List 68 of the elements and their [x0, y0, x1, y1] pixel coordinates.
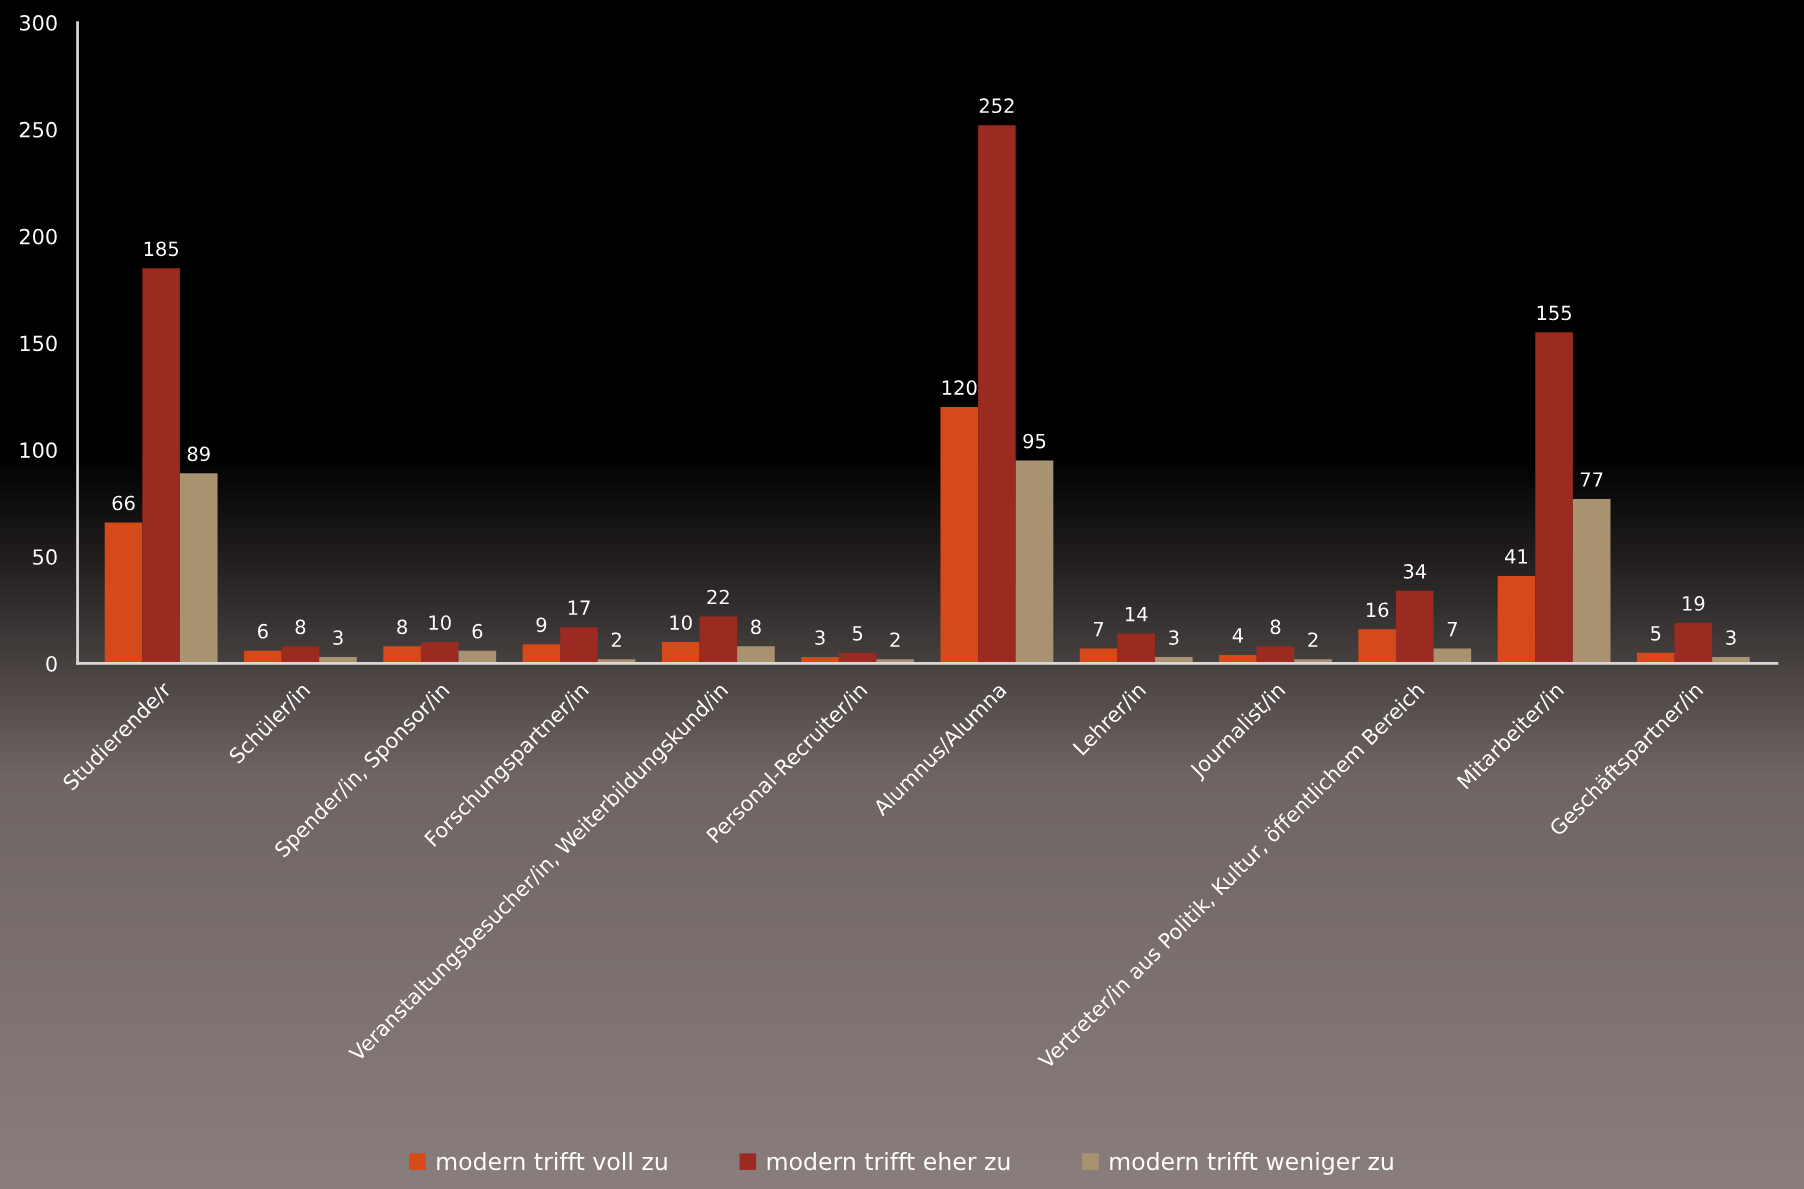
- bar: [281, 646, 320, 664]
- y-tick-label: 0: [46, 655, 57, 672]
- data-label: 9: [536, 617, 547, 633]
- data-label: 89: [187, 446, 210, 462]
- data-label: 4: [1232, 628, 1243, 643]
- bar: [420, 642, 459, 664]
- data-label: 8: [1270, 619, 1281, 635]
- data-label: 8: [397, 619, 407, 635]
- bar: [699, 616, 738, 664]
- y-tick-label: 100: [20, 442, 57, 459]
- data-label: 252: [979, 98, 1014, 114]
- data-label: 5: [1651, 626, 1661, 641]
- data-label: 22: [707, 589, 729, 605]
- data-label: 3: [333, 630, 343, 645]
- data-label: 2: [611, 632, 621, 647]
- data-label: 14: [1125, 607, 1148, 622]
- bar: [1358, 629, 1396, 664]
- bar: [661, 642, 700, 664]
- data-label: 6: [258, 623, 268, 639]
- data-label: 19: [1683, 596, 1705, 611]
- data-label: 8: [751, 619, 761, 635]
- bar: [1674, 622, 1713, 664]
- y-tick-label: 250: [19, 121, 57, 138]
- data-label: 5: [852, 626, 863, 641]
- data-label: 8: [295, 619, 306, 635]
- y-tick-label: 150: [20, 335, 57, 352]
- bar: [560, 627, 598, 664]
- bar: [142, 268, 180, 664]
- data-label: 155: [1537, 305, 1571, 321]
- data-label: 2: [890, 632, 900, 647]
- data-label: 41: [1505, 549, 1528, 564]
- bar: [1497, 575, 1536, 664]
- bar: [1256, 646, 1295, 664]
- data-label: 7: [1093, 621, 1104, 637]
- data-label: 17: [568, 600, 590, 615]
- legend-label: modern trifft eher zu: [767, 1151, 1010, 1171]
- data-label: 10: [429, 615, 451, 630]
- data-label: 185: [144, 241, 179, 257]
- legend-label: modern trifft weniger zu: [1110, 1151, 1393, 1175]
- data-label: 77: [1580, 472, 1603, 487]
- bar: [1535, 332, 1573, 664]
- data-label: 10: [670, 615, 692, 630]
- bar: [1572, 498, 1611, 664]
- data-label: 120: [942, 380, 977, 396]
- bar: [179, 473, 218, 664]
- bar: [1395, 590, 1434, 664]
- bar: [940, 407, 979, 664]
- data-label: 34: [1403, 564, 1427, 579]
- bar: [1015, 460, 1054, 664]
- bar: [1117, 633, 1155, 664]
- data-label: 66: [112, 495, 135, 511]
- y-tick-label: 50: [33, 549, 57, 565]
- legend-label: modern trifft voll zu: [437, 1151, 667, 1171]
- bar: [104, 522, 143, 664]
- data-label: 7: [1447, 621, 1457, 637]
- bar: [383, 646, 421, 664]
- data-label: 6: [472, 623, 483, 639]
- data-label: 95: [1023, 433, 1046, 449]
- data-label: 2: [1308, 632, 1318, 647]
- y-tick-label: 200: [19, 228, 57, 245]
- bar: [522, 644, 561, 664]
- data-label: 3: [815, 630, 825, 645]
- bar: [737, 646, 775, 664]
- bar: [978, 125, 1016, 664]
- data-label: 16: [1366, 602, 1389, 618]
- y-tick-label: 300: [19, 15, 57, 31]
- data-label: 3: [1169, 630, 1179, 645]
- data-label: 3: [1726, 630, 1736, 645]
